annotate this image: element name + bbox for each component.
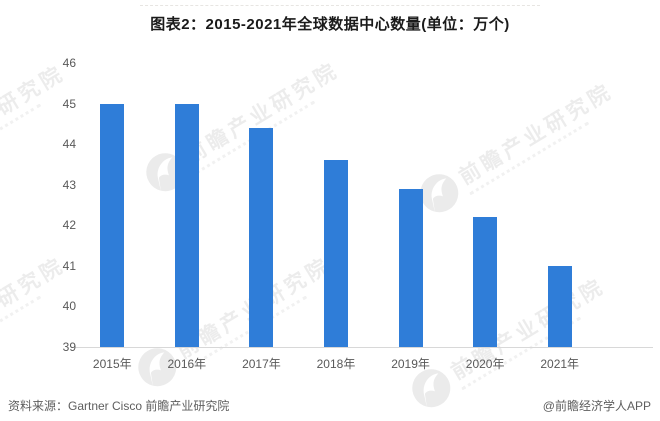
y-tick-label: 43 [62,177,76,192]
top-divider [140,5,540,6]
y-tick-label: 41 [62,258,76,273]
bar-2021年 [547,265,572,347]
x-tick-label: 2016年 [167,357,207,371]
watermark-subtext-line [469,121,589,195]
watermark-text: 前瞻产业研究院 [0,60,69,171]
y-tick-label: 40 [62,299,76,314]
x-tick-label: 2017年 [242,357,281,371]
y-tick-label: 39 [62,340,76,354]
y-tick-label: 44 [62,137,76,152]
watermark: 前瞻产业研究院 [139,52,347,198]
y-tick-label: 45 [62,96,76,111]
bar-2018年 [323,160,348,347]
y-tick-label: 46 [62,56,76,70]
bar-2017年 [249,127,274,347]
bar-2019年 [398,188,423,347]
x-tick-label: 2020年 [465,357,505,371]
chart-title: 图表2：2015-2021年全球数据中心数量(单位：万个) [150,16,510,33]
x-axis-line [75,347,653,348]
credit-label: @前瞻经济学人APP [542,399,651,413]
source-label: 资料来源：Gartner Cisco 前瞻产业研究院 [8,399,230,413]
x-tick-label: 2015年 [92,357,132,371]
watermark-text: 前瞻产业研究院 [455,78,617,189]
x-tick-label: 2019年 [391,357,430,371]
watermark: 前瞻产业研究院 [405,268,613,414]
y-tick-label: 42 [62,218,76,233]
bar-2016年 [174,103,199,347]
x-tick-label: 2018年 [316,357,356,371]
x-tick-label: 2021年 [540,357,580,371]
bar-2015年 [100,103,125,347]
watermark: 前瞻产业研究院 [413,73,621,219]
bar-2020年 [473,217,498,347]
